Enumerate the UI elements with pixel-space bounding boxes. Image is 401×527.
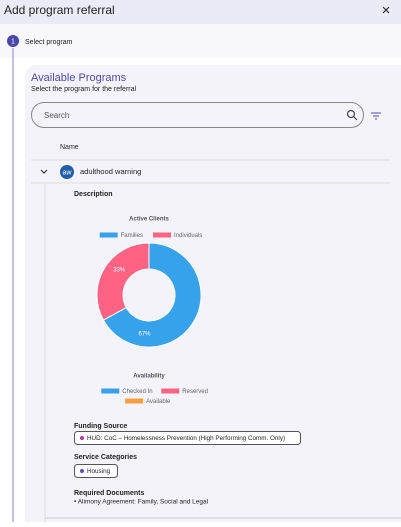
step-label: Select program [25,39,73,46]
stepper-bar [0,24,401,58]
slice-label: 67% [138,331,151,337]
funding-label: Funding Source [74,423,127,430]
legend-swatch [161,388,180,394]
legend-label: Available [146,399,171,405]
funding-chip-text: HUD: CoC – Homelessness Prevention (High… [87,435,285,442]
slice-label: 33% [113,267,126,273]
chart-title: Active Clients [129,217,169,223]
legend-label: Individuals [174,233,202,239]
column-header: Name [60,144,79,151]
programs-panel [25,65,401,527]
avatar-initials: aw [63,169,73,176]
documents-label: Required Documents [74,490,145,497]
donut-slice [96,242,150,321]
chip-dot [80,436,84,440]
search-icon [346,109,358,121]
donut: 67% 33% [96,242,202,348]
donut-slice [102,242,202,348]
panel-title: Available Programs [31,72,127,84]
legend-label: Families [121,233,143,239]
legend-swatch [99,232,118,238]
step-number: 1 [11,38,15,45]
availability-title: Availability [133,374,165,380]
expand-chevron[interactable] [40,169,48,174]
document-item: • Alimony Agreement: Family, Social and … [74,499,209,506]
search-box[interactable] [31,102,364,128]
avatar [60,165,74,179]
service-chip [74,464,118,478]
search-placeholder: Search [44,111,69,120]
legend-swatch [125,398,144,404]
services-label: Service Categories [74,454,137,461]
service-chip-text: Housing [87,468,111,475]
legend-swatch [153,232,172,238]
legend-label: Checked In [122,389,152,395]
description-label: Description [74,191,113,198]
step-circle [7,35,19,47]
funding-chip [74,431,301,445]
header-bar [0,0,401,24]
legend-label: Reserved [182,389,208,395]
dialog-title: Add program referral [4,3,115,17]
legend-swatch [101,388,120,394]
chip-dot [80,469,84,473]
filter-icon[interactable] [371,112,381,120]
close-button[interactable]: × [382,2,391,19]
program-name[interactable]: adulthood warning [80,167,141,176]
panel-subtitle: Select the program for the referral [31,86,136,93]
